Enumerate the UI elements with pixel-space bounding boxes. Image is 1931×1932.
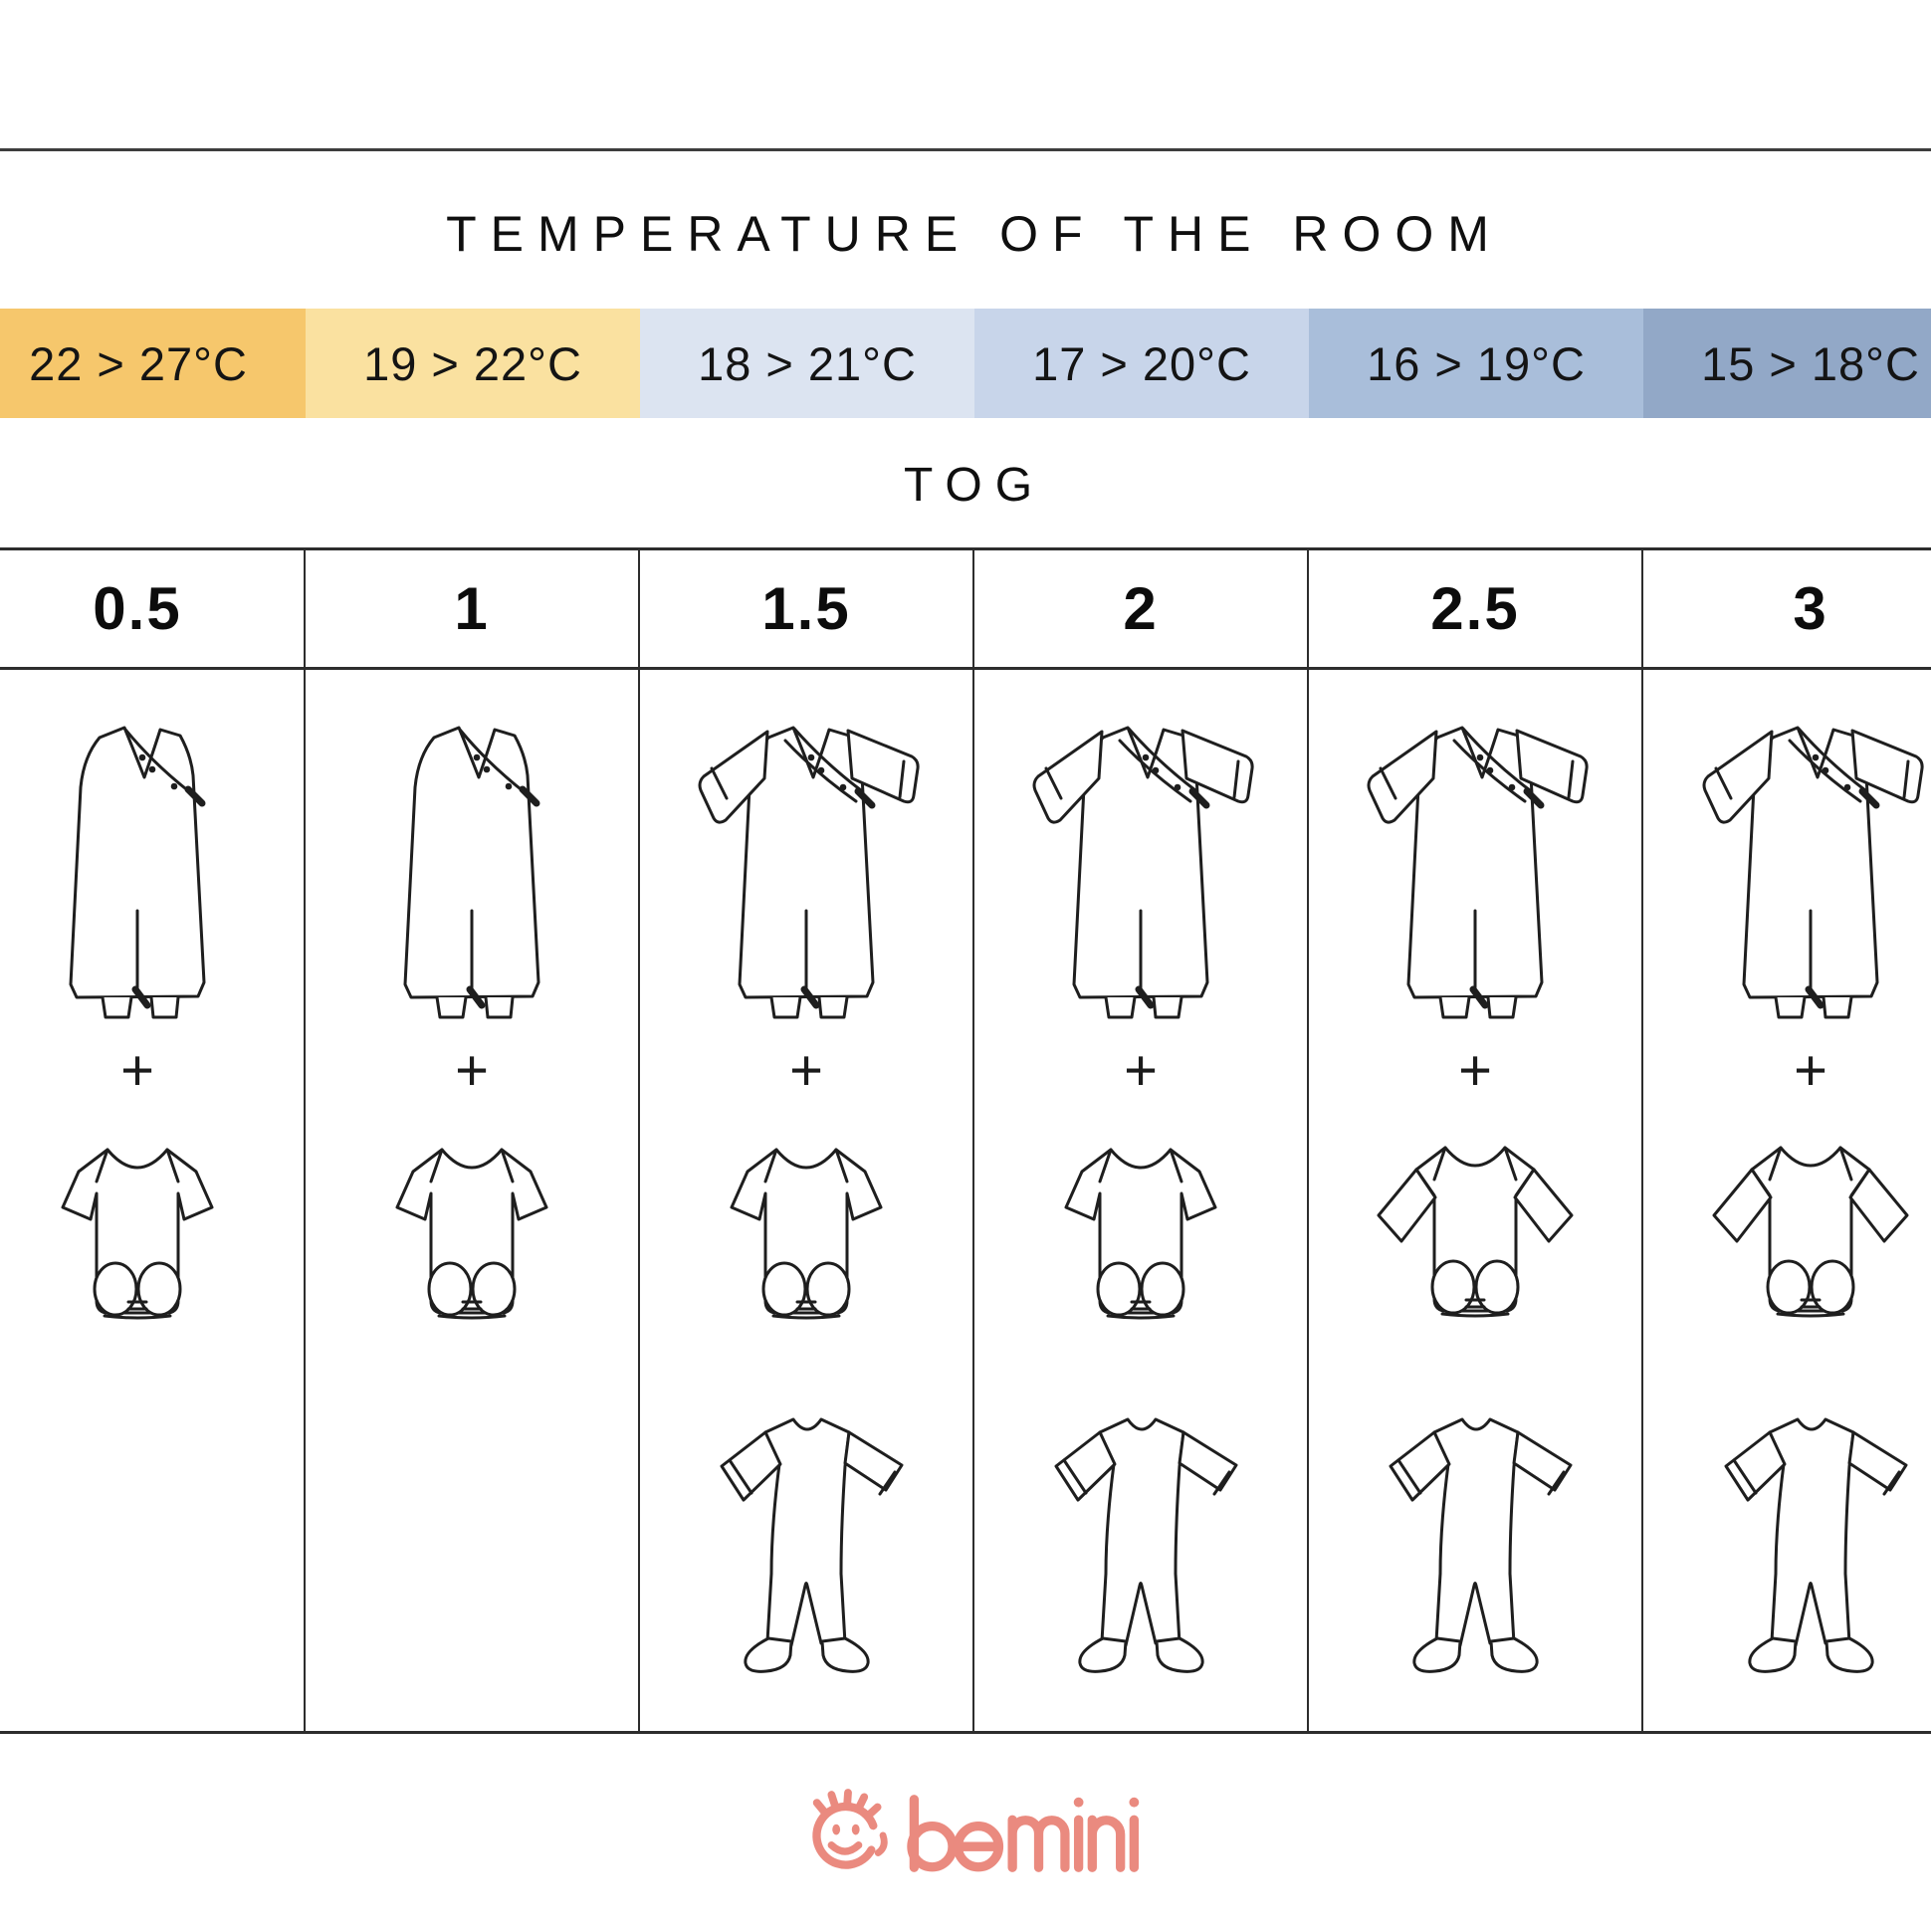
footed-pajama-icon: [1054, 1417, 1237, 1673]
tog-column-cell: +: [306, 670, 640, 1731]
bodysuit-short-sleeve-icon: [395, 1148, 548, 1320]
bemini-wordmark: [907, 1795, 1140, 1872]
temperature-cell: 22 > 27°C: [0, 309, 306, 418]
tog-value: 1.5: [761, 575, 851, 642]
temperature-cell: 16 > 19°C: [1309, 309, 1643, 418]
bodysuit-slot: [1701, 1128, 1920, 1339]
pajama-slot: [1704, 1406, 1918, 1679]
temperature-band: 22 > 27°C 19 > 22°C 18 > 21°C 17 > 20°C 16 >…: [0, 309, 1931, 418]
temperature-label: 18 > 21°C: [698, 336, 917, 390]
tog-value: 1: [454, 575, 490, 642]
tog-value: 2: [1123, 575, 1159, 642]
plus-slot: +: [1458, 1040, 1492, 1102]
sleeping-bag-slot: [1021, 700, 1260, 1040]
bodysuit-slot: [53, 1128, 222, 1339]
tog-column-header: 1.5: [640, 550, 974, 667]
tog-header-row: 0.5 1 1.5 2 2.5 3: [0, 550, 1931, 670]
sleeping-bag-long-sleeve-icon: [1356, 716, 1595, 1024]
plus-slot: +: [1794, 1040, 1827, 1102]
plus-icon: +: [1794, 1038, 1827, 1103]
footed-pajama-icon: [1724, 1417, 1907, 1673]
plus-slot: +: [789, 1040, 823, 1102]
sleeping-bag-slot: [1356, 700, 1595, 1040]
temperature-label: 19 > 22°C: [363, 336, 582, 390]
pajama-slot: [700, 1406, 914, 1679]
pajama-slot: [1034, 1406, 1248, 1679]
bodysuit-slot: [1056, 1128, 1225, 1339]
bemini-logo: [812, 1789, 1140, 1872]
top-divider: [0, 148, 1931, 151]
tog-value: 0.5: [93, 575, 182, 642]
bodysuit-short-sleeve-icon: [730, 1148, 883, 1320]
bodysuit-slot: [1366, 1128, 1585, 1339]
bodysuit-long-sleeve-icon: [1712, 1146, 1909, 1317]
plus-icon: +: [1124, 1038, 1158, 1103]
plus-icon: +: [120, 1038, 154, 1103]
sleeping-bag-long-sleeve-icon: [687, 716, 926, 1024]
sleeping-bag-sleeveless-icon: [53, 716, 222, 1024]
temperature-label: 15 > 18°C: [1701, 336, 1920, 390]
tog-column-header: 3: [1643, 550, 1931, 667]
tog-value: 3: [1793, 575, 1828, 642]
tog-column-header: 2.5: [1309, 550, 1643, 667]
tog-column-cell: +: [1643, 670, 1931, 1731]
bodysuit-slot: [387, 1128, 556, 1339]
sleeping-bag-slot: [53, 700, 222, 1040]
pajama-slot: [1369, 1406, 1583, 1679]
tog-table: 0.5 1 1.5 2 2.5 3 + + + + + +: [0, 547, 1931, 1734]
temperature-label: 22 > 27°C: [29, 336, 248, 390]
sleeping-bag-sleeveless-icon: [387, 716, 556, 1024]
tog-column-header: 2: [974, 550, 1309, 667]
tog-column-header: 0.5: [0, 550, 306, 667]
tog-column-cell: +: [640, 670, 974, 1731]
temperature-label: 16 > 19°C: [1367, 336, 1586, 390]
bodysuit-long-sleeve-icon: [1377, 1146, 1574, 1317]
bodysuit-short-sleeve-icon: [1064, 1148, 1217, 1320]
tog-column-cell: +: [0, 670, 306, 1731]
sleeping-bag-slot: [687, 700, 926, 1040]
temperature-label: 17 > 20°C: [1032, 336, 1251, 390]
tog-body-row: + + + + + +: [0, 670, 1931, 1731]
sleeping-bag-long-sleeve-icon: [1021, 716, 1260, 1024]
smiley-face-icon: [812, 1789, 888, 1869]
plus-icon: +: [789, 1038, 823, 1103]
tog-value: 2.5: [1430, 575, 1520, 642]
bodysuit-slot: [722, 1128, 891, 1339]
plus-slot: +: [455, 1040, 489, 1102]
plus-slot: +: [120, 1040, 154, 1102]
sleeping-bag-slot: [1691, 700, 1930, 1040]
tog-column-header: 1: [306, 550, 640, 667]
plus-icon: +: [1458, 1038, 1492, 1103]
tog-column-cell: +: [974, 670, 1309, 1731]
plus-icon: +: [455, 1038, 489, 1103]
plus-slot: +: [1124, 1040, 1158, 1102]
footed-pajama-icon: [720, 1417, 903, 1673]
bodysuit-short-sleeve-icon: [61, 1148, 214, 1320]
footed-pajama-icon: [1389, 1417, 1572, 1673]
temperature-cell: 19 > 22°C: [306, 309, 640, 418]
temperature-cell: 18 > 21°C: [640, 309, 974, 418]
tog-heading: TOG: [903, 459, 1046, 512]
sleeping-bag-long-sleeve-icon: [1691, 716, 1930, 1024]
sleeping-bag-slot: [387, 700, 556, 1040]
temperature-cell: 17 > 20°C: [974, 309, 1309, 418]
temperature-cell: 15 > 18°C: [1643, 309, 1931, 418]
page-title: TEMPERATURE OF THE ROOM: [446, 206, 1503, 262]
tog-column-cell: +: [1309, 670, 1643, 1731]
